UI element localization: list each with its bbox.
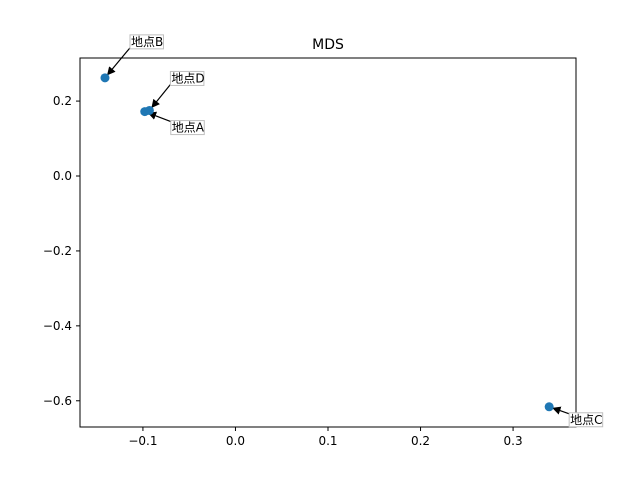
plot-frame (79, 57, 577, 428)
x-tick-label: 0.1 (318, 434, 337, 448)
x-tick-label: 0.2 (411, 434, 430, 448)
y-tick-label: −0.4 (43, 319, 72, 333)
annotation-arrow (147, 111, 171, 123)
annotation-label-box (129, 34, 164, 50)
scatter-point (100, 73, 110, 83)
point-label: 地点B (131, 35, 163, 49)
point-label: 地点D (171, 71, 204, 85)
annotation-arrow (107, 47, 131, 76)
y-tick-label: −0.6 (43, 394, 72, 408)
annotation-label-box (169, 70, 205, 86)
y-tick-label: 0.2 (53, 94, 72, 108)
annotation-arrow (151, 84, 171, 108)
chart-title: MDS (312, 37, 344, 53)
x-tick-label: 0.0 (226, 434, 245, 448)
point-label: 地点A (172, 121, 205, 135)
annotation-label-box (568, 412, 604, 428)
point-annotations: 地点A 地点B 地点C 地点D (107, 34, 604, 428)
data-points (100, 73, 554, 412)
scatter-point (144, 105, 154, 115)
x-tick-label: 0.3 (504, 434, 523, 448)
point-label: 地点C (570, 413, 602, 427)
y-tick-label: 0.0 (53, 169, 72, 183)
scatter-point (544, 402, 554, 412)
annotation-arrow (552, 406, 570, 415)
x-tick-label: −0.1 (128, 434, 157, 448)
y-tick-label: −0.2 (43, 244, 72, 258)
y-axis: −0.6 −0.4 −0.2 0.0 0.2 (43, 94, 80, 408)
annotation-label-box (170, 120, 205, 136)
x-axis: −0.1 0.0 0.1 0.2 0.3 (128, 427, 523, 448)
